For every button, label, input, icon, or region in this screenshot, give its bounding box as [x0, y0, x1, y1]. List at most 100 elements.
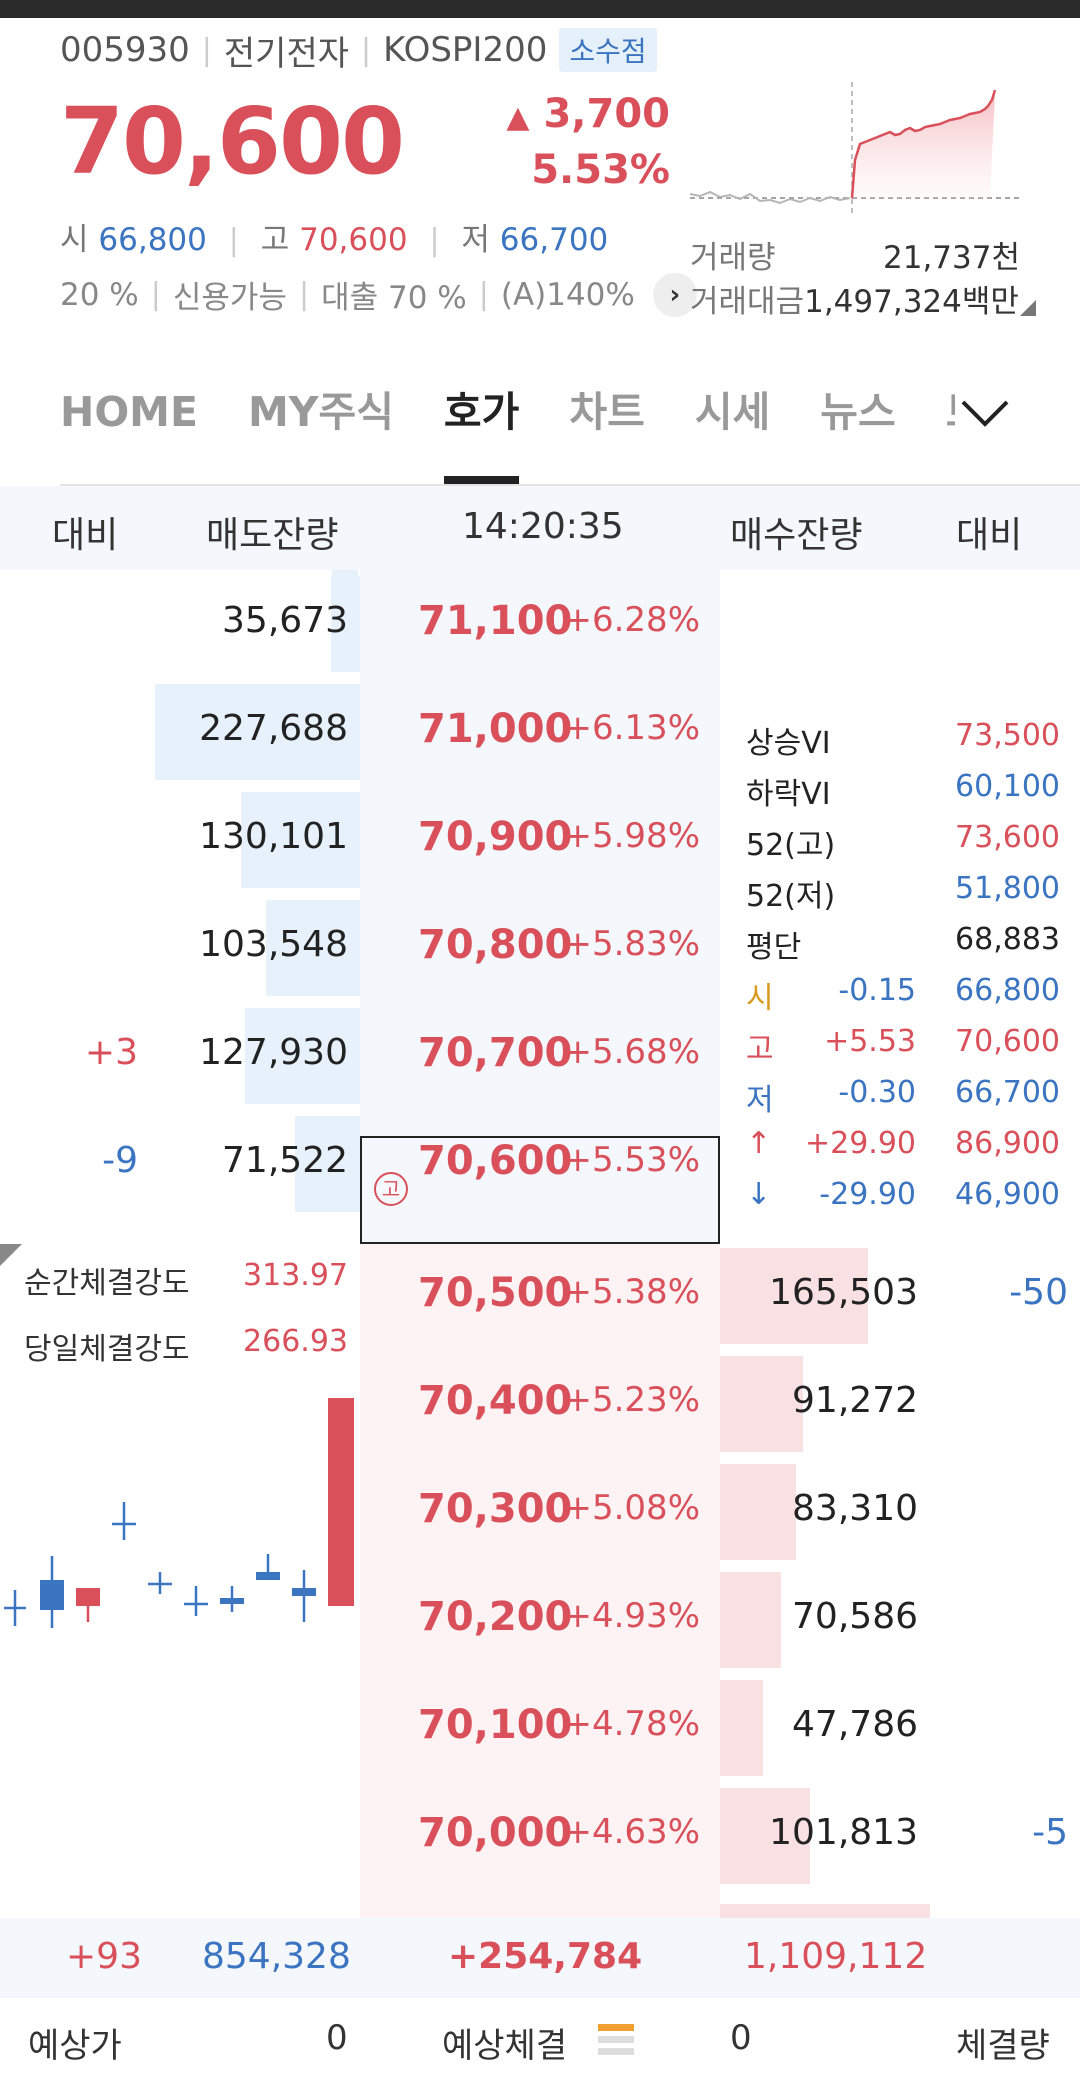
order-price[interactable]: 71,000	[418, 706, 573, 752]
info-row: 평단 68,883	[746, 916, 1060, 967]
info-row: 상승VI 73,500	[746, 712, 1060, 763]
order-price[interactable]: 70,400	[418, 1378, 573, 1424]
info-row: ↓ -29.90 46,900	[746, 1171, 1060, 1222]
change-percent: 5.53%	[531, 147, 670, 193]
header-ask-qty: 매도잔량	[206, 515, 339, 556]
bid-quantity: 47,786	[792, 1704, 918, 1745]
info-percent: -0.30	[838, 1075, 916, 1110]
header-ask-compare: 대비	[52, 515, 119, 556]
margin-rate: 20 %	[60, 276, 139, 313]
tab-bar: HOME MY주식 호가 차트 시세 뉴스 토	[60, 380, 960, 484]
ask-quantity: 127,930	[199, 1032, 348, 1073]
info-label: 시	[746, 981, 774, 1016]
sector-name[interactable]: 전기전자	[223, 33, 350, 74]
stock-code: 005930	[60, 30, 190, 70]
orderbook-totals: +93 854,328 +254,784 1,109,112	[0, 1918, 1080, 1998]
info-row: ↑ +29.90 86,900	[746, 1120, 1060, 1171]
header-time: 14:20:35	[462, 506, 624, 547]
quantity-bar	[720, 1788, 810, 1884]
chevron-right-icon[interactable]: ›	[652, 272, 697, 317]
ask-row[interactable]: 130,101 70,900 +5.98%	[0, 786, 1080, 894]
ask-row[interactable]: 71,522 70,600 +5.53% -9	[0, 1110, 1080, 1218]
ask-total: 854,328	[202, 1936, 351, 1977]
order-price[interactable]: 70,600	[418, 1138, 573, 1184]
order-price[interactable]: 70,300	[418, 1486, 573, 1532]
volume-value: 21,737천	[883, 240, 1020, 276]
info-percent: +5.53	[824, 1024, 916, 1059]
bid-quantity: 70,586	[792, 1596, 918, 1637]
fractional-badge[interactable]: 소수점	[559, 28, 657, 72]
ask-compare: -9	[102, 1140, 138, 1181]
current-price: 70,600	[60, 88, 405, 195]
bid-compare: -5	[1032, 1812, 1068, 1853]
order-price-percent: +4.63%	[563, 1812, 701, 1852]
info-label: 저	[746, 1083, 774, 1118]
bid-row[interactable]: 70,586 70,200 +4.93%	[0, 1566, 1080, 1674]
order-price[interactable]: 70,900	[418, 814, 573, 860]
tab-quotes[interactable]: 시세	[694, 388, 771, 436]
info-label: 평단	[746, 930, 802, 965]
order-price[interactable]: 70,500	[418, 1270, 573, 1316]
margin-info-line: 20 % | 신용가능 | 대출 70 % | (A)140% ›	[60, 272, 697, 317]
ask-compare: +3	[84, 1032, 138, 1073]
expected-exec-label[interactable]: 예상체결	[442, 2026, 568, 2066]
tab-chart[interactable]: 차트	[569, 388, 645, 436]
collapse-corner-icon[interactable]	[0, 1244, 22, 1266]
quantity-bar	[720, 1572, 781, 1668]
intraday-mini-chart[interactable]	[690, 82, 1020, 217]
order-price-percent: +6.13%	[563, 708, 701, 748]
expand-corner-icon[interactable]	[1020, 300, 1036, 316]
bid-row[interactable]: 101,813 70,000 +4.63% -5	[0, 1782, 1080, 1890]
bid-row[interactable]: 47,786 70,100 +4.78%	[0, 1674, 1080, 1782]
ask-quantity: 227,688	[199, 708, 348, 749]
high-price: 70,600	[299, 222, 408, 258]
order-price-percent: +5.98%	[563, 816, 701, 856]
bid-row[interactable]: 91,272 70,400 +5.23%	[0, 1350, 1080, 1458]
info-label: ↑	[746, 1126, 772, 1161]
bid-row[interactable]: 165,503 70,500 +5.38% -50	[0, 1242, 1080, 1350]
tab-home[interactable]: HOME	[60, 388, 198, 436]
tab-orderbook[interactable]: 호가	[443, 380, 520, 484]
order-price[interactable]: 70,800	[418, 922, 573, 968]
order-price[interactable]: 70,000	[418, 1810, 573, 1856]
bid-quantity: 165,503	[769, 1272, 918, 1313]
info-label: 하락VI	[746, 777, 831, 812]
info-label: ↓	[746, 1177, 772, 1212]
tab-my-stocks[interactable]: MY주식	[247, 388, 394, 436]
daily-strength-value: 266.93	[243, 1324, 348, 1359]
bid-quantity: 91,272	[792, 1380, 918, 1421]
info-value: 51,800	[955, 871, 1060, 906]
ask-row[interactable]: 227,688 71,000 +6.13%	[0, 678, 1080, 786]
ask-row[interactable]: 103,548 70,800 +5.83%	[0, 894, 1080, 1002]
chevron-down-icon[interactable]	[955, 388, 1015, 438]
high-marker-icon: 고	[374, 1172, 408, 1206]
a-ratio: (A)140%	[500, 276, 635, 313]
info-value: 68,883	[955, 922, 1060, 957]
price-info-panel: 상승VI 73,500 하락VI 60,100 52(고) 73,600 52(저) 51,8…	[746, 712, 1060, 1222]
stock-code-line: 005930 | 전기전자 | KOSPI200 소수점	[60, 28, 657, 74]
orderbook-header: 대비 매도잔량 14:20:35 매수잔량 대비	[0, 486, 1080, 570]
order-price[interactable]: 70,700	[418, 1030, 573, 1076]
order-price-percent: +5.23%	[563, 1380, 701, 1420]
info-percent: +29.90	[804, 1126, 916, 1161]
ask-row[interactable]: 127,930 70,700 +5.68% +3	[0, 1002, 1080, 1110]
quantity-bar	[295, 1116, 360, 1212]
exec-volume-label[interactable]: 체결량	[956, 2026, 1050, 2066]
quantity-bar	[245, 1008, 360, 1104]
info-value: 86,900	[955, 1126, 1060, 1161]
bid-row[interactable]: 83,310 70,300 +5.08%	[0, 1458, 1080, 1566]
ohl-line: 시 66,800 | 고 70,600 | 저 66,700	[60, 222, 609, 258]
expected-menu-icon[interactable]	[596, 2020, 636, 2060]
order-price-percent: +4.93%	[563, 1596, 701, 1636]
info-value: 73,500	[955, 718, 1060, 753]
status-bar	[0, 0, 1080, 18]
tab-news[interactable]: 뉴스	[820, 388, 896, 436]
tick-candle-chart	[4, 1398, 354, 1628]
ask-row[interactable]: 35,673 71,100 +6.28%	[0, 570, 1080, 678]
order-price[interactable]: 70,200	[418, 1594, 573, 1640]
open-price: 66,800	[98, 222, 207, 258]
ask-total-compare: +93	[66, 1936, 142, 1977]
order-price[interactable]: 71,100	[418, 598, 573, 644]
order-price[interactable]: 70,100	[418, 1702, 573, 1748]
bid-quantity: 83,310	[792, 1488, 918, 1529]
